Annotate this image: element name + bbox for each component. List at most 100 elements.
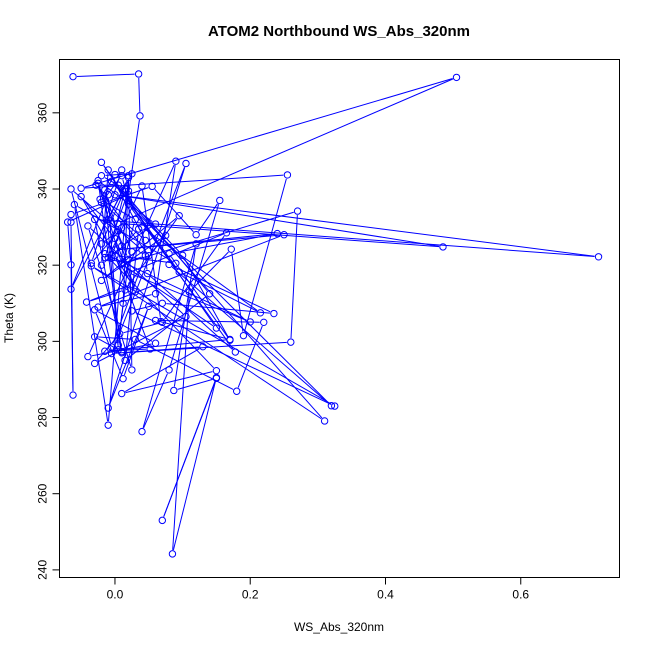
series-segment [110, 222, 117, 229]
data-point [158, 318, 167, 327]
data-point [119, 259, 127, 267]
series-segment [182, 273, 258, 312]
data-point [90, 359, 99, 368]
data-point [165, 260, 173, 269]
series-segment [104, 193, 119, 346]
data-point [226, 335, 234, 344]
series-segment [109, 189, 141, 255]
data-point [157, 317, 165, 326]
x-axis: 0.0 0.2 0.4 0.6 [107, 577, 529, 602]
data-point [94, 179, 102, 187]
data-point [124, 196, 133, 205]
data-point [69, 72, 77, 81]
data-point [134, 70, 143, 78]
series-segment [97, 317, 183, 363]
data-point [77, 192, 85, 201]
series-segment [163, 381, 216, 517]
series-segment [128, 119, 140, 191]
data-point [168, 550, 177, 558]
data-point [212, 324, 221, 332]
y-tick-label: 280 [36, 407, 50, 427]
data-point [94, 176, 102, 185]
y-tick-label: 320 [36, 255, 50, 275]
data-point [118, 242, 126, 250]
data-point [320, 417, 329, 425]
data-point [119, 299, 127, 307]
series-segment [124, 265, 214, 327]
series-segment [244, 178, 287, 332]
data-point [199, 342, 207, 351]
data-point [87, 259, 95, 267]
x-axis-label: WS_Abs_320nm [294, 620, 384, 634]
data-point [111, 246, 119, 254]
series-segment [172, 265, 271, 313]
series-segment [113, 184, 323, 419]
data-point [104, 421, 112, 429]
series-segment [125, 211, 294, 264]
data-point [439, 243, 447, 251]
data-point [97, 261, 106, 269]
series-segment [74, 208, 109, 422]
data-point [119, 374, 127, 383]
data-point [145, 251, 153, 260]
series-segment [171, 266, 329, 404]
data-point [90, 306, 99, 314]
data-point [118, 171, 126, 180]
data-point [111, 234, 119, 243]
series-segment [197, 203, 218, 232]
series-segment [94, 267, 332, 405]
series-segment [127, 295, 207, 359]
data-point [97, 276, 106, 285]
data-point [192, 231, 200, 239]
data-point [134, 225, 143, 233]
data-point [70, 200, 79, 209]
data-point [185, 288, 194, 296]
data-point [145, 302, 153, 311]
data-point [172, 259, 180, 267]
series-segment [71, 192, 112, 344]
data-point [128, 307, 136, 315]
data-point [90, 215, 99, 224]
data-point [114, 346, 123, 354]
series-segment [123, 322, 159, 334]
data-point [124, 191, 133, 199]
data-point [104, 166, 112, 174]
series-segment [73, 191, 140, 248]
series-segment [112, 259, 145, 344]
series-segment [77, 73, 135, 77]
data-point [104, 215, 112, 224]
series-segment [88, 229, 132, 367]
data-point [97, 171, 106, 180]
data-point [92, 181, 100, 189]
series-segment [77, 206, 173, 262]
series-segment [104, 217, 177, 279]
series-lines [67, 73, 595, 551]
data-point [114, 227, 123, 235]
series-segment [170, 256, 229, 338]
series-segment [102, 192, 124, 241]
series-segment [107, 256, 215, 369]
data-point [115, 330, 124, 338]
data-point [256, 309, 265, 317]
y-tick-label: 300 [36, 331, 50, 351]
data-point [205, 290, 214, 298]
data-point [124, 269, 133, 277]
series-segment [71, 198, 108, 286]
chart-title: ATOM2 Northbound WS_Abs_320nm [208, 23, 470, 40]
series-segment [172, 295, 190, 550]
data-point [192, 240, 200, 248]
data-point [158, 516, 167, 525]
series-segment [143, 373, 168, 429]
data-point [161, 231, 170, 240]
data-point [151, 316, 160, 325]
x-tick-label: 0.4 [377, 588, 394, 602]
data-point [121, 185, 129, 193]
data-point [97, 158, 106, 167]
series-segment [118, 234, 281, 251]
data-point [96, 195, 104, 203]
data-point [104, 191, 112, 199]
data-point [239, 331, 248, 340]
series-segment [71, 195, 126, 221]
data-point [131, 335, 139, 344]
